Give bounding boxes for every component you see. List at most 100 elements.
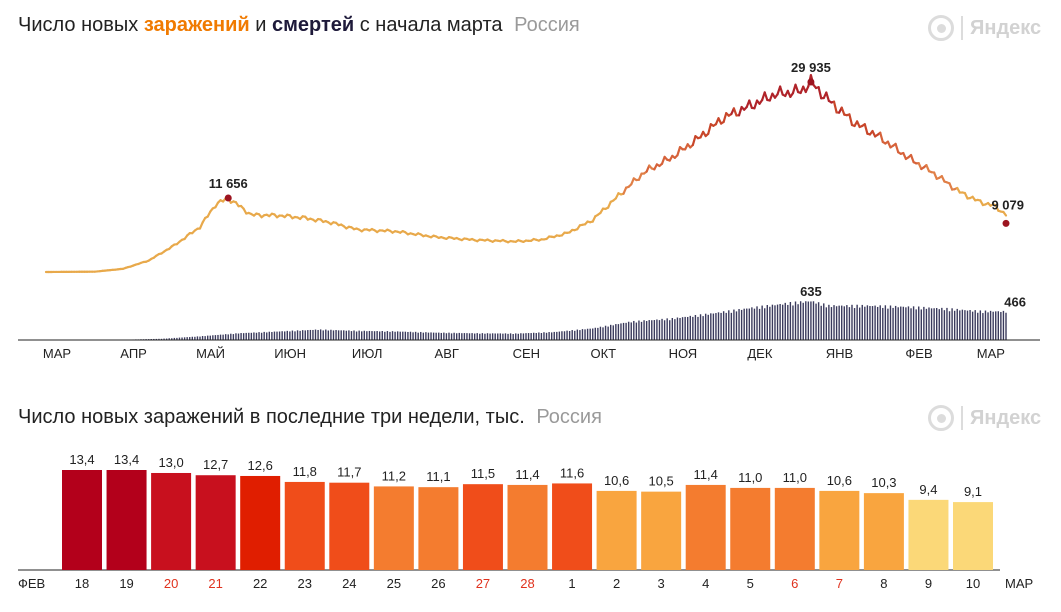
death-bar — [586, 328, 589, 340]
death-bar — [663, 320, 666, 340]
death-bar — [453, 332, 455, 340]
death-bar — [191, 336, 194, 340]
death-bar — [417, 332, 419, 340]
death-bar — [366, 331, 368, 340]
death-bar — [509, 333, 512, 340]
day-tick-label: 8 — [880, 576, 887, 591]
death-bar — [409, 331, 412, 340]
death-bar — [194, 336, 196, 340]
death-bar — [764, 308, 766, 340]
death-bar — [235, 333, 237, 340]
death-bar — [307, 330, 309, 340]
death-bar — [725, 312, 727, 340]
death-bar — [443, 332, 445, 340]
infections-segment — [753, 99, 759, 110]
death-bar — [489, 333, 491, 340]
death-bar — [574, 330, 576, 340]
death-bar — [625, 322, 627, 340]
death-bar — [171, 338, 173, 340]
month-tick-label: АПР — [120, 346, 147, 361]
death-bar — [923, 306, 925, 340]
day-tick-label: 27 — [476, 576, 490, 591]
death-bar — [481, 333, 484, 340]
day-bar — [284, 481, 325, 570]
yandex-logo-icon — [928, 405, 954, 431]
death-bar — [427, 332, 430, 340]
death-bar — [242, 333, 245, 340]
death-bar — [371, 331, 373, 340]
death-bar — [707, 314, 709, 340]
death-bar — [710, 313, 712, 340]
death-bar — [938, 309, 940, 340]
death-bar — [615, 324, 617, 340]
death-bar — [889, 305, 892, 340]
death-bar — [620, 323, 622, 340]
death-bar — [651, 320, 653, 340]
death-bar — [781, 304, 784, 340]
death-bar — [882, 307, 884, 340]
day-bar — [730, 487, 771, 570]
death-bar — [199, 336, 201, 340]
bar-value-label: 11,5 — [471, 466, 495, 481]
death-bar — [774, 305, 776, 340]
death-bar — [684, 316, 686, 340]
death-bar — [610, 324, 612, 340]
death-bar — [471, 333, 473, 340]
death-bar — [846, 305, 848, 340]
death-bar — [797, 304, 799, 340]
death-bar — [399, 331, 401, 340]
day-bar — [151, 472, 192, 570]
death-bar — [312, 329, 314, 340]
day-bar — [774, 487, 815, 570]
death-bar — [592, 328, 594, 340]
death-bar — [979, 310, 982, 340]
death-bar — [515, 333, 517, 340]
death-bar — [286, 330, 288, 340]
death-bar — [735, 311, 738, 340]
bar-value-label: 11,0 — [783, 470, 807, 485]
month-tick-label: МАЙ — [196, 346, 225, 361]
infections-segment — [879, 131, 884, 144]
death-bar — [928, 307, 930, 340]
death-bar — [345, 330, 348, 340]
death-bar — [281, 331, 283, 340]
death-bar — [368, 330, 371, 340]
deaths-bars — [130, 301, 1007, 340]
death-bar — [414, 331, 417, 340]
death-bar — [907, 306, 910, 340]
yandex-logo-1[interactable]: Яндекс — [928, 15, 1041, 41]
death-bar — [237, 333, 240, 340]
bar-value-label: 13,4 — [114, 452, 139, 467]
infections-segment — [794, 83, 800, 94]
death-bar — [268, 331, 271, 340]
death-bar — [656, 319, 658, 340]
infections-segment — [1002, 210, 1008, 217]
death-bar — [201, 336, 204, 340]
infections-segment — [863, 123, 869, 135]
chart1-title: Число новых заражений и смертей с начала… — [18, 14, 580, 37]
death-bar — [350, 331, 353, 340]
death-bar — [941, 307, 943, 340]
death-bar — [784, 302, 786, 340]
death-bar — [599, 326, 602, 340]
infections-segment — [779, 85, 784, 96]
day-tick-label: 9 — [925, 576, 932, 591]
death-bar — [461, 333, 463, 340]
day-tick-label: 25 — [387, 576, 401, 591]
death-bar — [538, 332, 540, 340]
yandex-logo-2[interactable]: Яндекс — [928, 405, 1041, 431]
infections-deaths-chart: 11 656 29 935 9 079 635 466 МАР АПР МАЙ ИЮН ИЮЛ АВ… — [18, 60, 1040, 361]
death-bar — [322, 330, 324, 340]
death-bar — [232, 334, 235, 340]
chart1-title-prefix: Число новых — [18, 14, 144, 36]
death-bar — [178, 337, 181, 340]
death-bar — [738, 309, 740, 340]
death-bar — [343, 330, 345, 340]
death-bar — [533, 332, 535, 340]
death-bar — [946, 307, 948, 340]
death-bar — [876, 306, 879, 340]
death-bar — [458, 332, 460, 340]
infections-segment — [825, 91, 830, 103]
death-bar — [304, 330, 306, 340]
death-bar — [381, 331, 383, 340]
